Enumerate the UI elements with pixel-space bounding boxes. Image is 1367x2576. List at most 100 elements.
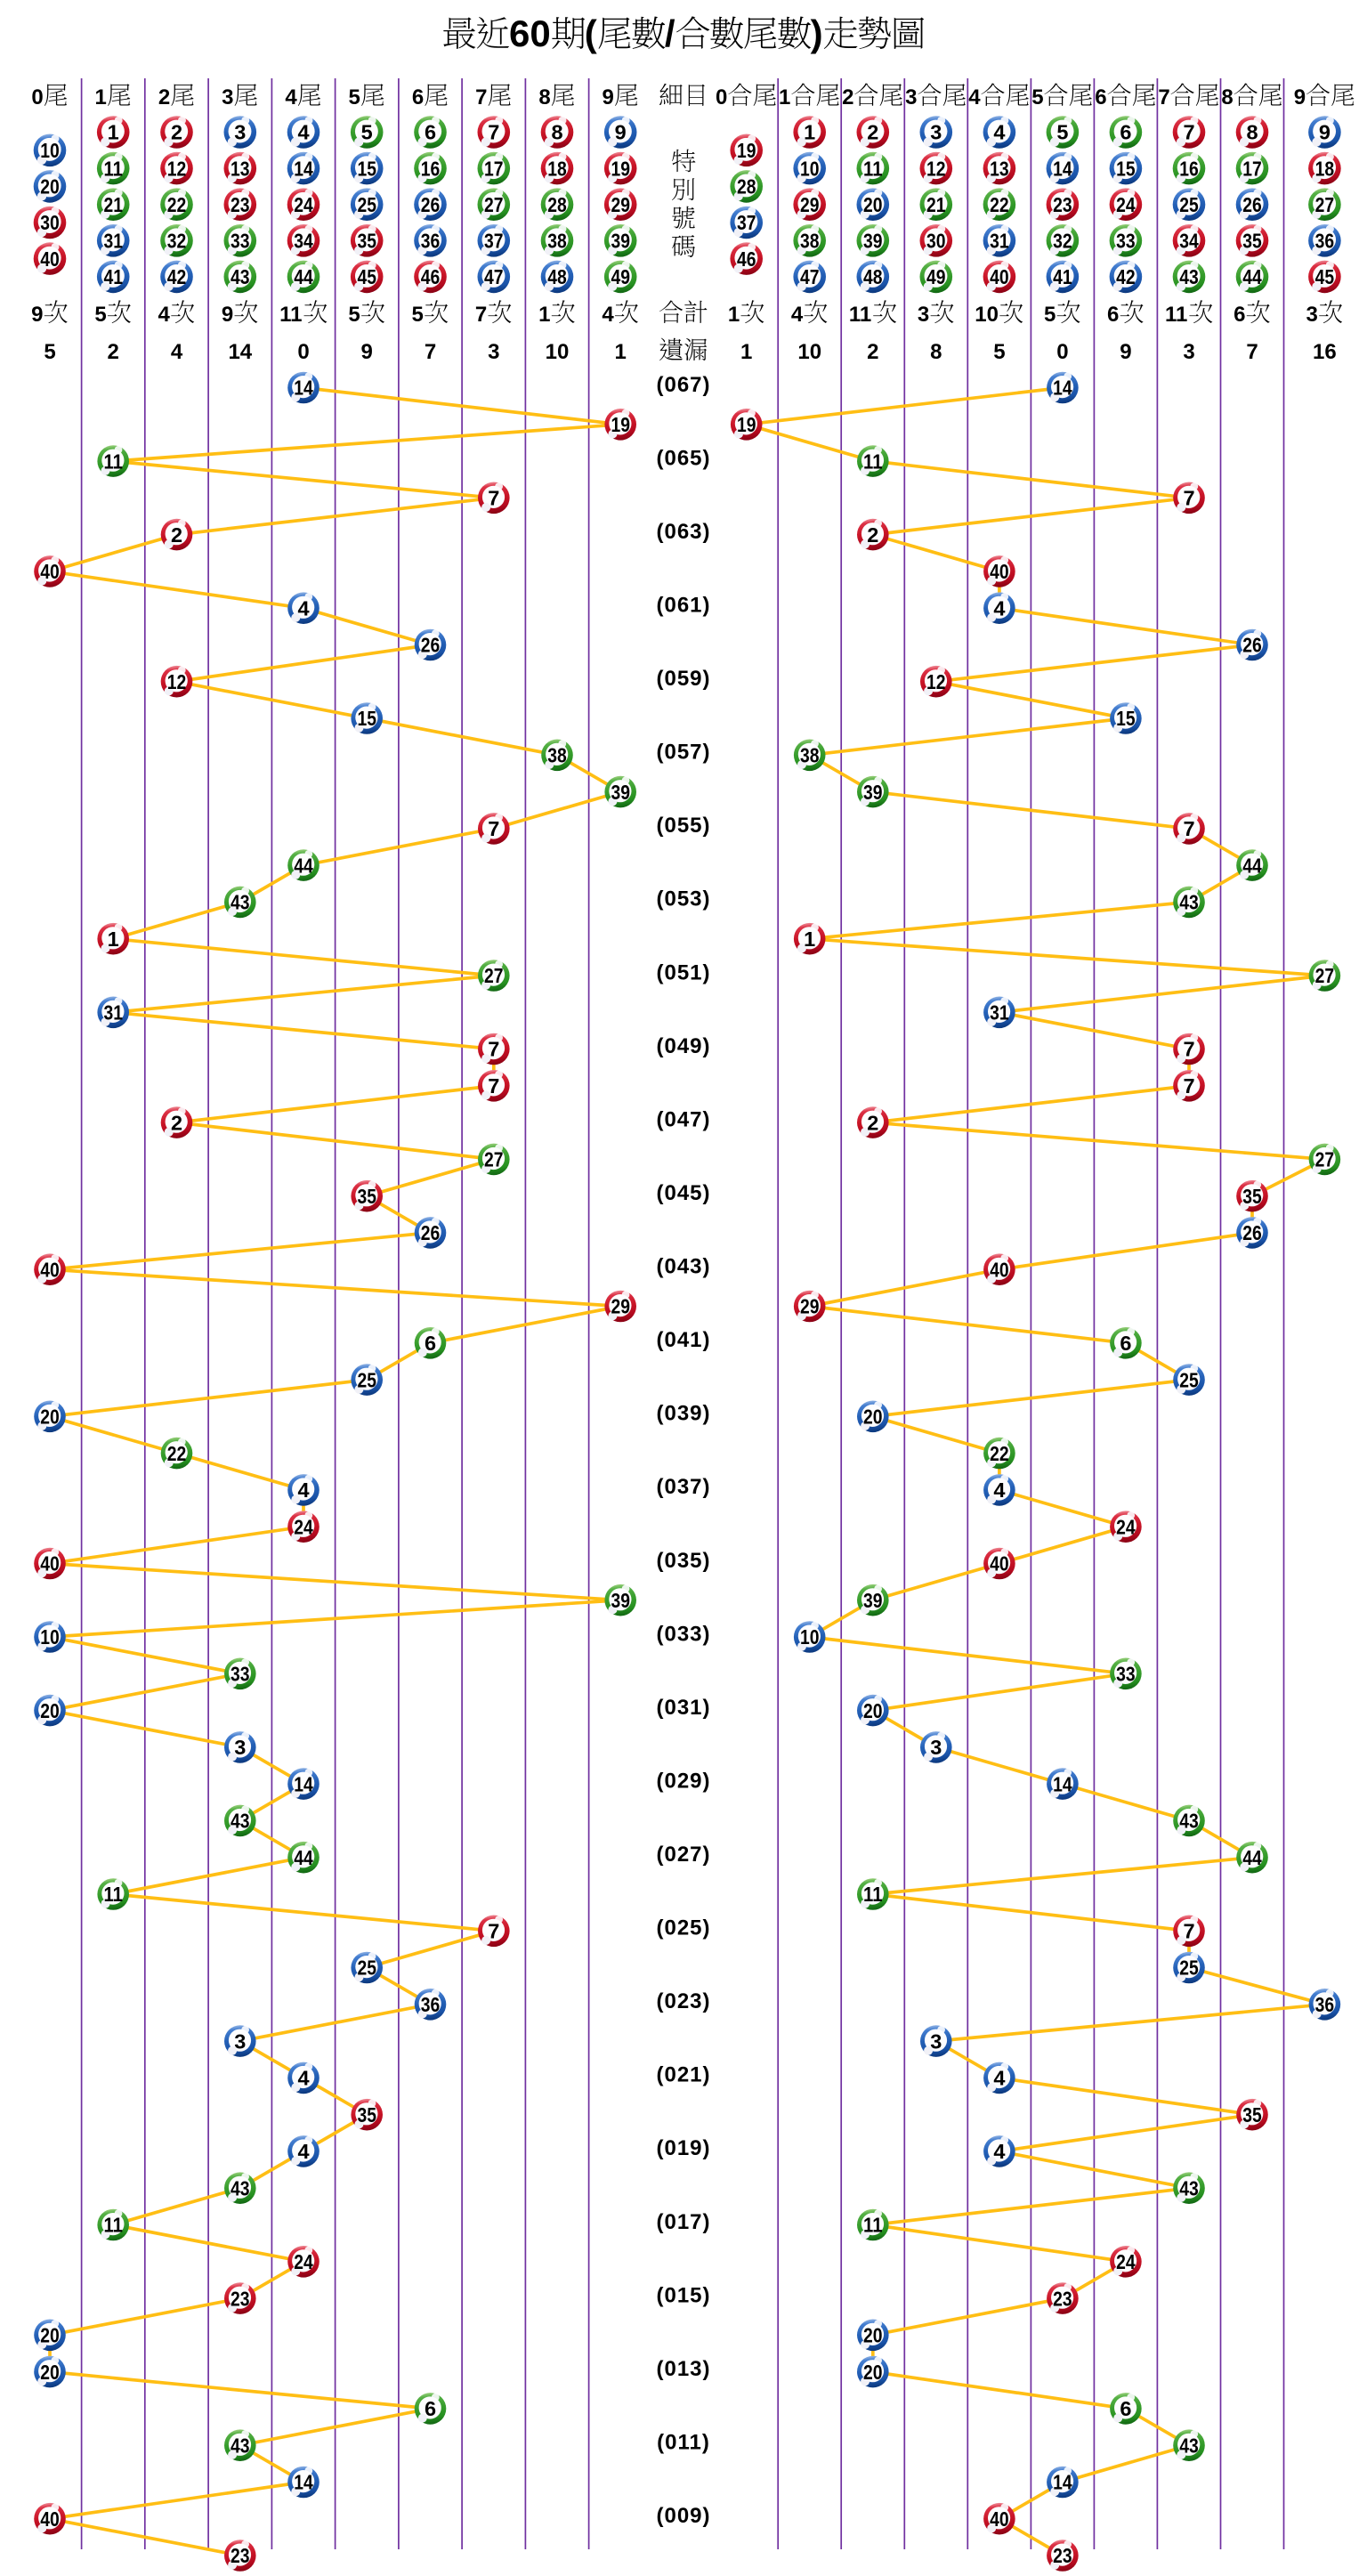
svg-text:60: 60 <box>509 12 551 54</box>
svg-text:11: 11 <box>863 450 883 473</box>
svg-text:24: 24 <box>294 1515 313 1538</box>
svg-text:7: 7 <box>1183 1038 1194 1061</box>
svg-text:(035): (035) <box>656 1549 710 1573</box>
svg-text:15: 15 <box>357 157 376 180</box>
svg-text:(021): (021) <box>656 2063 710 2087</box>
svg-text:46: 46 <box>421 265 441 288</box>
svg-text:5: 5 <box>94 303 106 327</box>
svg-text:44: 44 <box>294 265 313 288</box>
svg-text:23: 23 <box>1053 2544 1072 2567</box>
svg-text:10: 10 <box>546 340 570 364</box>
svg-text:29: 29 <box>800 193 820 216</box>
svg-text:26: 26 <box>421 193 441 216</box>
svg-text:49: 49 <box>926 265 946 288</box>
svg-text:4: 4 <box>791 303 804 327</box>
svg-text:34: 34 <box>1179 230 1199 253</box>
svg-text:33: 33 <box>231 1663 250 1686</box>
svg-text:38: 38 <box>800 230 820 253</box>
svg-text:49: 49 <box>611 265 630 288</box>
svg-text:0: 0 <box>31 85 43 109</box>
svg-text:2: 2 <box>171 121 182 144</box>
svg-text:38: 38 <box>547 230 567 253</box>
svg-text:32: 32 <box>1053 230 1072 253</box>
svg-text:(033): (033) <box>656 1622 710 1646</box>
svg-text:40: 40 <box>40 560 60 583</box>
svg-text:6: 6 <box>1120 121 1131 144</box>
svg-text:26: 26 <box>1242 634 1262 657</box>
svg-text:8: 8 <box>930 340 942 364</box>
svg-text:8: 8 <box>1221 85 1233 109</box>
svg-text:3: 3 <box>234 2029 246 2053</box>
svg-text:26: 26 <box>421 1221 441 1244</box>
svg-text:5: 5 <box>348 303 360 327</box>
svg-text:20: 20 <box>863 2361 883 2384</box>
svg-text:7: 7 <box>475 85 487 109</box>
svg-text:7: 7 <box>488 1920 499 1943</box>
svg-text:19: 19 <box>737 413 756 436</box>
svg-text:5: 5 <box>349 85 360 109</box>
svg-text:13: 13 <box>231 157 250 180</box>
svg-text:40: 40 <box>990 1552 1009 1576</box>
svg-text:2: 2 <box>108 340 119 364</box>
svg-text:27: 27 <box>484 193 504 216</box>
svg-text:(065): (065) <box>656 446 710 470</box>
svg-text:17: 17 <box>1242 157 1262 180</box>
svg-text:24: 24 <box>1116 193 1136 216</box>
svg-text:23: 23 <box>231 2287 250 2310</box>
svg-text:4: 4 <box>993 121 1005 144</box>
svg-text:10: 10 <box>40 139 60 162</box>
svg-text:48: 48 <box>863 265 883 288</box>
svg-text:7: 7 <box>488 1074 499 1098</box>
svg-text:26: 26 <box>421 634 441 657</box>
svg-text:28: 28 <box>737 175 756 198</box>
svg-text:7: 7 <box>488 121 499 144</box>
svg-text:44: 44 <box>1242 1846 1262 1869</box>
svg-text:31: 31 <box>103 230 123 253</box>
svg-text:39: 39 <box>863 781 883 804</box>
svg-text:14: 14 <box>294 1772 313 1795</box>
svg-text:1: 1 <box>804 121 815 144</box>
svg-text:(011): (011) <box>657 2431 710 2455</box>
svg-text:(057): (057) <box>656 741 710 765</box>
svg-text:42: 42 <box>1116 265 1136 288</box>
svg-text:(017): (017) <box>656 2210 710 2234</box>
svg-text:4: 4 <box>297 121 309 144</box>
svg-text:35: 35 <box>357 2103 376 2126</box>
svg-text:23: 23 <box>231 2544 250 2567</box>
svg-text:(023): (023) <box>656 1989 710 2013</box>
svg-text:34: 34 <box>294 230 313 253</box>
svg-text:1: 1 <box>95 85 107 109</box>
svg-text:2: 2 <box>171 523 182 547</box>
svg-text:9: 9 <box>222 303 233 327</box>
svg-text:11: 11 <box>1165 303 1187 327</box>
svg-text:9: 9 <box>615 121 627 144</box>
svg-text:31: 31 <box>990 1001 1009 1025</box>
svg-text:27: 27 <box>1315 964 1335 987</box>
svg-text:11: 11 <box>863 1883 883 1906</box>
svg-text:2: 2 <box>867 523 878 547</box>
svg-text:(009): (009) <box>656 2504 710 2528</box>
svg-text:9: 9 <box>1319 121 1331 144</box>
svg-text:40: 40 <box>990 560 1009 583</box>
svg-text:9: 9 <box>1120 340 1131 364</box>
svg-text:24: 24 <box>1116 1515 1136 1538</box>
svg-text:16: 16 <box>1179 157 1199 180</box>
svg-text:6: 6 <box>1095 85 1106 109</box>
svg-text:1: 1 <box>804 928 815 951</box>
svg-text:22: 22 <box>990 1442 1009 1465</box>
svg-text:47: 47 <box>800 265 820 288</box>
svg-text:21: 21 <box>103 193 123 216</box>
svg-text:27: 27 <box>484 1148 504 1171</box>
svg-text:15: 15 <box>1116 707 1136 730</box>
svg-text:3: 3 <box>1183 340 1194 364</box>
svg-text:14: 14 <box>1053 2471 1072 2494</box>
svg-text:40: 40 <box>40 2507 60 2531</box>
svg-text:14: 14 <box>294 2471 313 2494</box>
svg-text:10: 10 <box>40 1625 60 1648</box>
svg-text:12: 12 <box>167 157 187 180</box>
svg-text:(: ( <box>585 12 597 54</box>
svg-text:43: 43 <box>1179 2176 1199 2199</box>
svg-text:5: 5 <box>361 121 373 144</box>
svg-text:7: 7 <box>488 817 499 840</box>
svg-text:24: 24 <box>1116 2250 1136 2273</box>
